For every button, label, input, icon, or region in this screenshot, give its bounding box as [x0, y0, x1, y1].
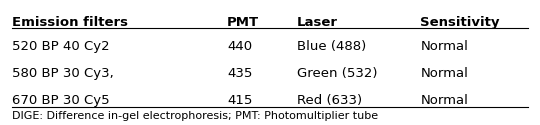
Text: 580 BP 30 Cy3,: 580 BP 30 Cy3,	[12, 67, 114, 80]
Text: 415: 415	[227, 94, 252, 107]
Text: Normal: Normal	[421, 40, 468, 53]
Text: PMT: PMT	[227, 16, 259, 29]
Text: 435: 435	[227, 67, 252, 80]
Text: DIGE: Difference in-gel electrophoresis; PMT: Photomultiplier tube: DIGE: Difference in-gel electrophoresis;…	[12, 111, 378, 121]
Text: Emission filters: Emission filters	[12, 16, 128, 29]
Text: Laser: Laser	[297, 16, 338, 29]
Text: Sensitivity: Sensitivity	[421, 16, 500, 29]
Text: Blue (488): Blue (488)	[297, 40, 366, 53]
Text: Normal: Normal	[421, 94, 468, 107]
Text: 520 BP 40 Cy2: 520 BP 40 Cy2	[12, 40, 110, 53]
Text: Green (532): Green (532)	[297, 67, 377, 80]
Text: 670 BP 30 Cy5: 670 BP 30 Cy5	[12, 94, 110, 107]
Text: 440: 440	[227, 40, 252, 53]
Text: Normal: Normal	[421, 67, 468, 80]
Text: Red (633): Red (633)	[297, 94, 362, 107]
